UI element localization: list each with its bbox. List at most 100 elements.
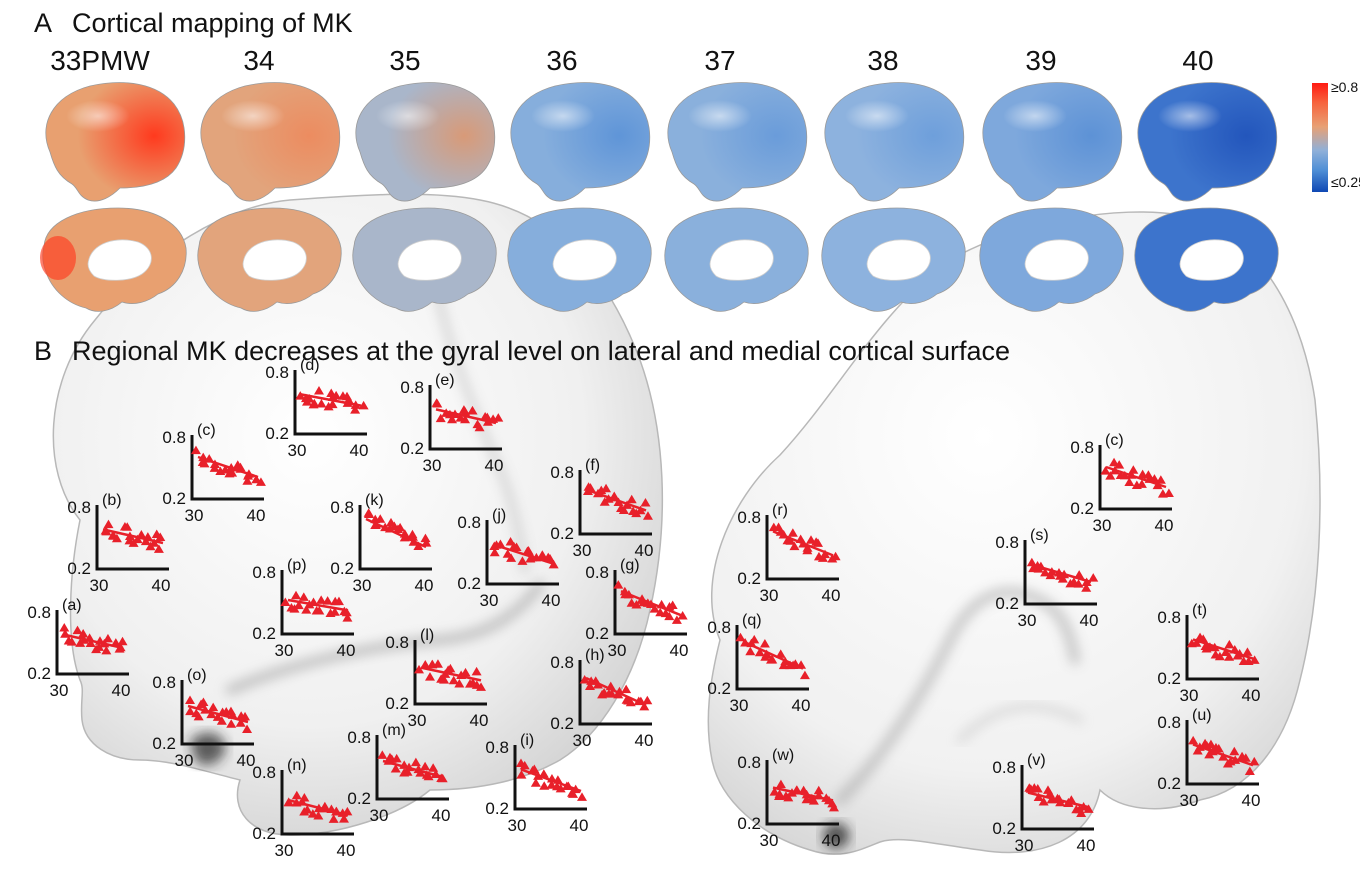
mini-plot-m: 0.8 0.230 40 (m) bbox=[347, 722, 450, 825]
mini-plot-label: (a) bbox=[62, 597, 82, 614]
data-point bbox=[482, 412, 493, 422]
brain-medial-ventricle bbox=[709, 239, 774, 281]
data-point bbox=[1143, 470, 1154, 479]
lateral-brain-outline bbox=[52, 193, 664, 836]
mini-plot-y-tick-high: 0.8 bbox=[67, 498, 91, 517]
data-point bbox=[785, 536, 796, 545]
mini-plot-label: (p) bbox=[287, 557, 307, 574]
mini-plot-points bbox=[377, 750, 448, 783]
mini-plot-x-tick-low: 30 bbox=[275, 841, 294, 860]
mini-plot-x-tick-high: 40 bbox=[1155, 516, 1174, 535]
data-point bbox=[298, 592, 309, 601]
mini-plot-trend-line bbox=[585, 488, 647, 512]
data-point bbox=[1249, 756, 1260, 766]
data-point bbox=[407, 529, 418, 539]
data-point bbox=[806, 535, 817, 544]
mini-plot-y-tick-low: 0.2 bbox=[1070, 499, 1094, 518]
data-point bbox=[410, 757, 421, 767]
data-point bbox=[304, 393, 315, 403]
data-point bbox=[460, 667, 471, 677]
data-point bbox=[314, 606, 325, 615]
data-point bbox=[313, 811, 324, 820]
brain-medial-ventricle bbox=[242, 239, 307, 281]
week-label-36: 36 bbox=[546, 45, 578, 76]
data-point bbox=[293, 600, 304, 610]
mini-plot-c: 0.8 0.230 40 (c) bbox=[162, 422, 266, 525]
data-point bbox=[149, 538, 160, 547]
mini-plot-x-tick-low: 30 bbox=[730, 696, 749, 715]
mini-plot-a: 0.8 0.230 40 (a) bbox=[27, 597, 130, 700]
mini-plot-x-tick-low: 30 bbox=[423, 456, 442, 475]
medial-base-shadow bbox=[822, 822, 850, 849]
mini-plot-x-tick-high: 40 bbox=[635, 541, 654, 560]
data-point bbox=[226, 719, 237, 728]
data-point bbox=[299, 792, 310, 802]
mini-plot-points bbox=[280, 590, 353, 622]
data-point bbox=[1188, 735, 1199, 745]
mini-plot-t: 0.8 0.230 40 (t) bbox=[1157, 602, 1260, 705]
mini-plot-label: (k) bbox=[365, 492, 384, 509]
mini-plot-x-tick-low: 30 bbox=[408, 711, 427, 730]
mini-plot-trend-line bbox=[300, 393, 362, 407]
mini-plot-x-tick-low: 30 bbox=[760, 586, 779, 605]
data-point bbox=[302, 805, 313, 814]
data-point bbox=[546, 780, 557, 789]
mini-plot-x-tick-high: 40 bbox=[542, 591, 561, 610]
lateral-sulcus bbox=[225, 580, 545, 695]
data-point bbox=[328, 814, 339, 823]
mini-plot-y-tick-low: 0.2 bbox=[550, 714, 574, 733]
mini-plot-x-tick-low: 30 bbox=[508, 816, 527, 835]
data-point bbox=[1088, 573, 1099, 582]
data-point bbox=[103, 519, 114, 529]
data-point bbox=[1076, 808, 1087, 818]
data-point bbox=[493, 413, 504, 422]
data-point bbox=[301, 605, 312, 614]
mini-plot-x-tick-low: 30 bbox=[1180, 686, 1199, 705]
mini-plot-y-tick-low: 0.2 bbox=[737, 814, 761, 833]
mini-plot-x-tick-high: 40 bbox=[247, 506, 266, 525]
brain-lateral-week-33PMW bbox=[45, 82, 186, 202]
data-point bbox=[621, 684, 632, 694]
data-point bbox=[613, 580, 624, 589]
mini-plot-trend-line bbox=[1027, 791, 1089, 809]
mini-plot-x-tick-high: 40 bbox=[792, 696, 811, 715]
mini-plot-label: (g) bbox=[620, 557, 640, 574]
mini-plot-trend-line bbox=[620, 590, 682, 617]
week-label-33: 33PMW bbox=[50, 45, 150, 76]
data-point bbox=[664, 611, 675, 621]
data-point bbox=[85, 638, 96, 648]
data-point bbox=[631, 599, 642, 609]
mini-plot-trend-line bbox=[62, 633, 124, 650]
data-point bbox=[775, 779, 786, 789]
mini-plot-label: (n) bbox=[287, 757, 307, 774]
mini-plot-y-tick-high: 0.8 bbox=[265, 363, 289, 382]
mini-plot-label: (c) bbox=[197, 422, 216, 439]
lateral-cortex-surface bbox=[52, 193, 664, 836]
week-label-40: 40 bbox=[1182, 45, 1214, 76]
data-point bbox=[828, 802, 839, 812]
mini-plot-x-tick-low: 30 bbox=[760, 831, 779, 850]
mini-plot-x-tick-low: 30 bbox=[50, 681, 69, 700]
data-point bbox=[413, 541, 424, 550]
data-point bbox=[1163, 488, 1174, 497]
data-point bbox=[333, 596, 344, 606]
mini-plot-y-tick-high: 0.8 bbox=[385, 633, 409, 652]
mini-plot-y-tick-high: 0.8 bbox=[550, 653, 574, 672]
data-point bbox=[307, 809, 318, 818]
data-point bbox=[467, 406, 478, 415]
data-point bbox=[735, 632, 746, 642]
mini-plot-points bbox=[431, 398, 504, 432]
data-point bbox=[1218, 752, 1229, 761]
mini-plot-x-tick-low: 30 bbox=[175, 751, 194, 770]
mini-plot-x-tick-high: 40 bbox=[670, 641, 689, 660]
data-point bbox=[102, 633, 113, 643]
data-point bbox=[548, 559, 559, 569]
mini-plot-j: 0.8 0.230 40 (j) bbox=[457, 507, 560, 610]
mk-colorbar bbox=[1312, 83, 1328, 192]
mini-plot-l: 0.8 0.230 40 (l) bbox=[385, 627, 488, 730]
mini-plot-x-tick-high: 40 bbox=[350, 441, 369, 460]
brain-medial-ventricle bbox=[1024, 239, 1089, 281]
mini-plot-x-tick-high: 40 bbox=[470, 711, 489, 730]
week-label-35: 35 bbox=[389, 45, 421, 76]
